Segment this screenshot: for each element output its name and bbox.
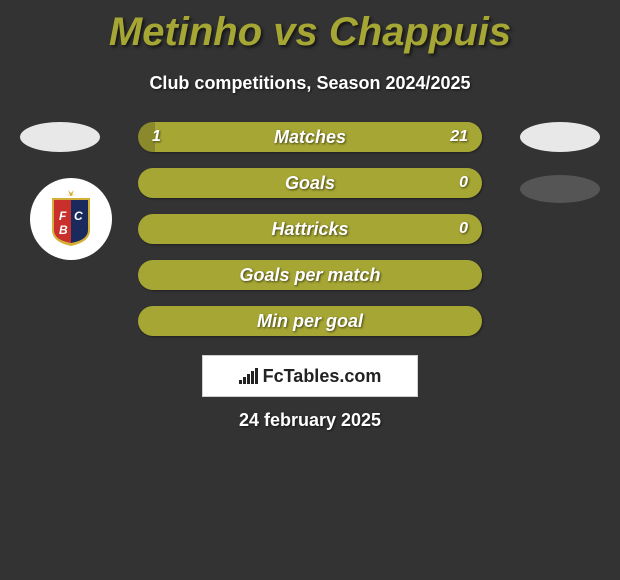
bar-chart-icon: [239, 368, 259, 384]
svg-text:B: B: [59, 223, 68, 237]
stat-label: Goals per match: [138, 260, 482, 290]
stat-label: Min per goal: [138, 306, 482, 336]
stat-bar-hattricks: Hattricks 0: [138, 214, 482, 244]
stat-value-right: 0: [459, 214, 468, 244]
svg-text:C: C: [74, 209, 83, 223]
stat-value-right: 0: [459, 168, 468, 198]
fc-basel-crest-icon: F C B: [48, 190, 94, 248]
stat-value-right: 21: [450, 122, 468, 152]
stat-label: Hattricks: [138, 214, 482, 244]
player-right-placeholder: [520, 122, 600, 152]
svg-text:F: F: [59, 209, 67, 223]
club-badge: F C B: [30, 178, 112, 260]
stats-container: 1 Matches 21 Goals 0 Hattricks 0 Goals p…: [138, 122, 482, 352]
date-label: 24 february 2025: [0, 410, 620, 431]
stat-bar-min-per-goal: Min per goal: [138, 306, 482, 336]
stat-label: Goals: [138, 168, 482, 198]
watermark-label: FcTables.com: [263, 366, 382, 387]
subtitle: Club competitions, Season 2024/2025: [0, 73, 620, 94]
page-title: Metinho vs Chappuis: [0, 0, 620, 55]
player-left-placeholder: [20, 122, 100, 152]
watermark-text: FcTables.com: [239, 366, 382, 387]
stat-bar-matches: 1 Matches 21: [138, 122, 482, 152]
stat-bar-goals: Goals 0: [138, 168, 482, 198]
watermark: FcTables.com: [202, 355, 418, 397]
player-right-placeholder-2: [520, 175, 600, 203]
stat-bar-goals-per-match: Goals per match: [138, 260, 482, 290]
stat-label: Matches: [138, 122, 482, 152]
